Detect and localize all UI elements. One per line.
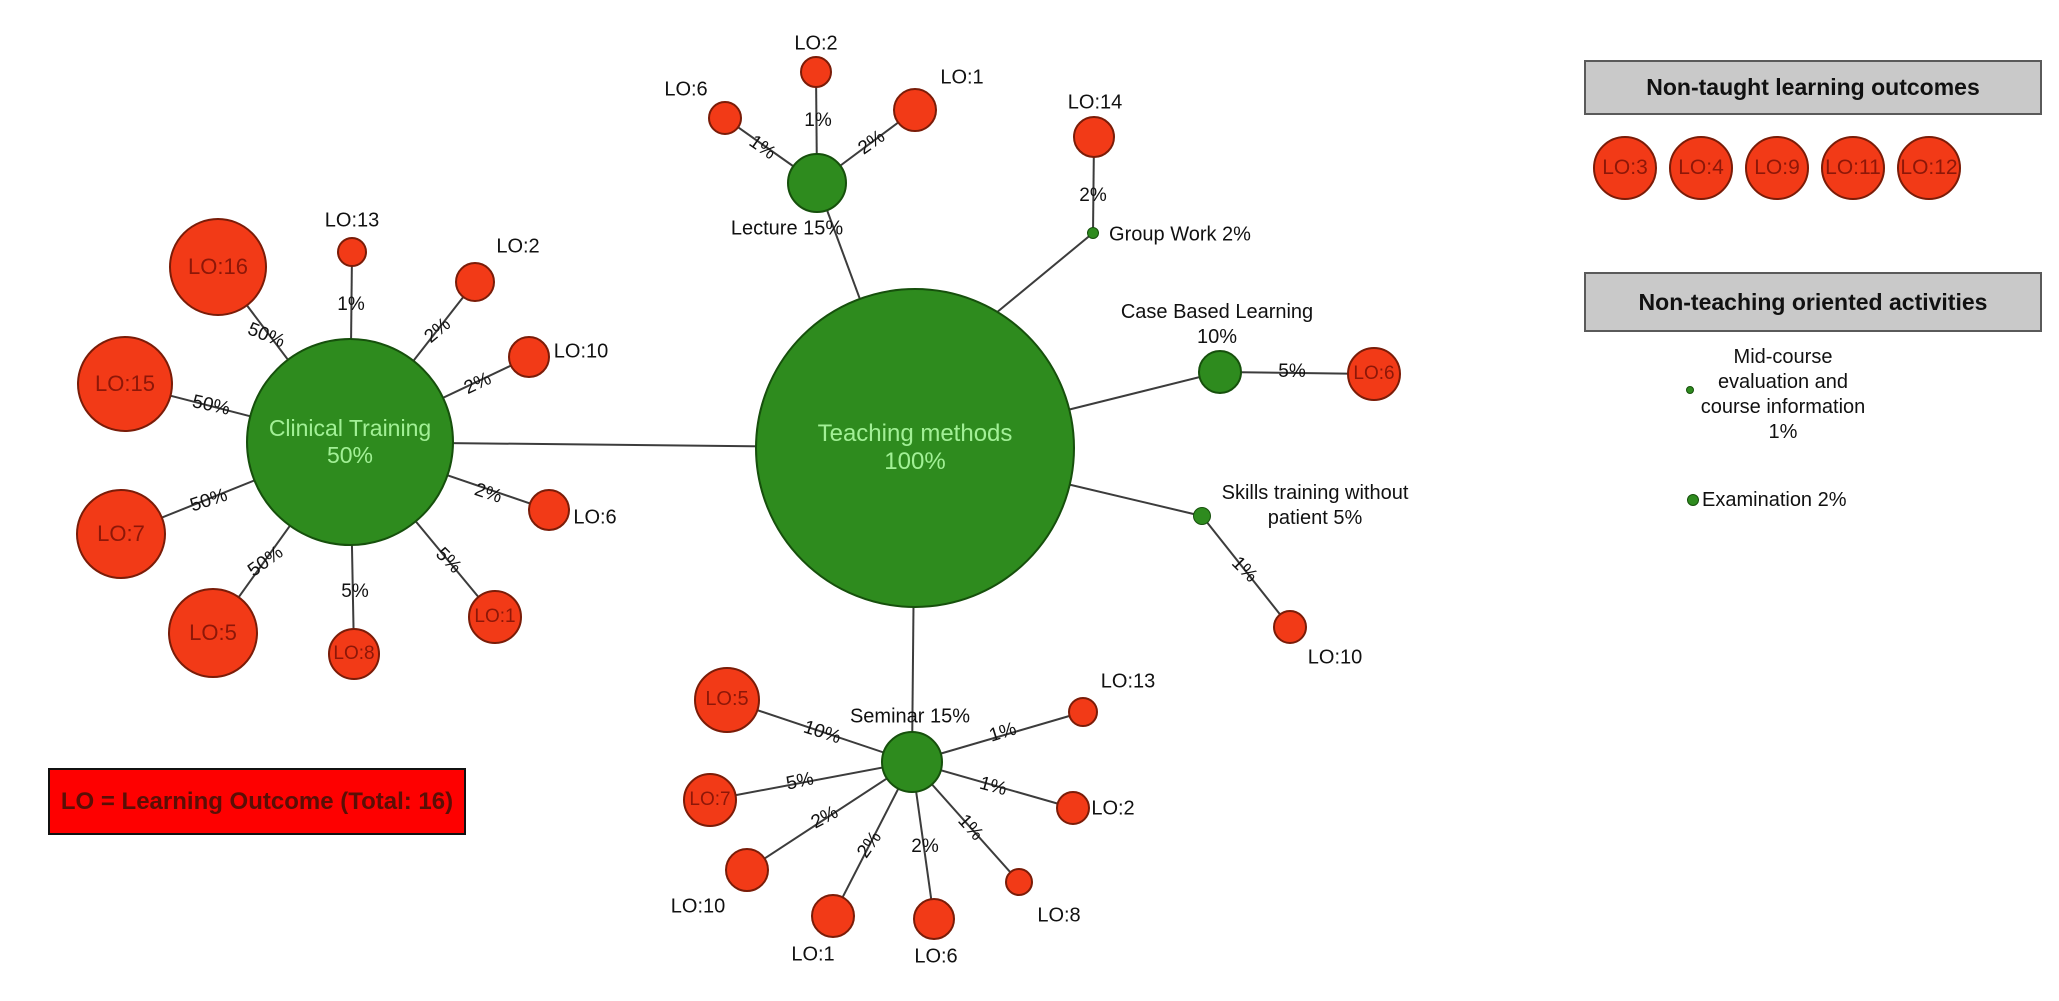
lo2-seminar (1056, 791, 1090, 825)
non-teaching-activities-header: Non-teaching oriented activities (1584, 272, 2042, 332)
non-taught-outcomes-title: Non-taught learning outcomes (1646, 74, 1980, 100)
lo10-clinical (508, 336, 550, 378)
hub-skills-training-label: Skills training without patient 5% (1221, 482, 1409, 529)
lo5-seminar: LO:5 (694, 667, 760, 733)
lo8-clinical: LO:8 (328, 628, 380, 680)
hub-clinical-training: Clinical Training 50% (246, 338, 454, 546)
legend-lo9-label: LO:9 (1754, 156, 1800, 179)
non-taught-outcomes-row: LO:3 LO:4 LO:9 LO:11 LO:12 (1593, 136, 1961, 200)
lo6-seminar (913, 898, 955, 940)
legend-lo4-circle: LO:4 (1669, 136, 1733, 200)
lo15-clinical-label: LO:15 (95, 371, 155, 397)
edge-hub-skills-training-lo10-skills (1201, 515, 1291, 628)
lo6-case-based: LO:6 (1347, 347, 1401, 401)
edge-label-hub-clinical-training-lo8-clinical: 5% (341, 581, 369, 602)
lo8-clinical-label: LO:8 (333, 642, 375, 664)
hub-group-work-label: Group Work 2% (1109, 223, 1251, 246)
lo8-seminar-label: LO:8 (1037, 904, 1081, 927)
lo7-seminar-label: LO:7 (689, 788, 731, 810)
hub-teaching-methods: Teaching methods 100% (755, 288, 1075, 608)
lo14-group-work (1073, 116, 1115, 158)
lo2-seminar-label: LO:2 (1091, 797, 1135, 820)
lo2-lecture (800, 56, 832, 88)
legend-lo4-label: LO:4 (1678, 156, 1724, 179)
hub-lecture-label: Lecture 15% (730, 217, 844, 240)
hub-teaching-methods-label: Teaching methods 100% (817, 419, 1013, 475)
edge-label-hub-clinical-training-lo13-clinical: 1% (337, 294, 365, 315)
lo2-lecture-label: LO:2 (794, 32, 838, 55)
lo6-seminar-label: LO:6 (914, 945, 958, 968)
edge-hub-seminar-lo7-seminar (709, 761, 913, 801)
lo10-clinical-label: LO:10 (553, 340, 609, 363)
legend-lo11-circle: LO:11 (1821, 136, 1885, 200)
legend-lo12-circle: LO:12 (1897, 136, 1961, 200)
lo13-seminar-label: LO:13 (1100, 670, 1156, 693)
lo1-seminar (811, 894, 855, 938)
lo1-clinical: LO:1 (468, 590, 522, 644)
lo6-clinical-label: LO:6 (573, 506, 617, 529)
lo7-seminar: LO:7 (683, 773, 737, 827)
mid-course-dot-icon (1686, 386, 1694, 394)
lo10-skills (1273, 610, 1307, 644)
hub-group-work (1087, 227, 1099, 239)
lo6-lecture (708, 101, 742, 135)
lo1-clinical-label: LO:1 (474, 605, 516, 627)
edge-label-hub-seminar-lo6-seminar: 2% (911, 836, 939, 857)
edge-label-hub-lecture-lo2-lecture: 1% (804, 110, 832, 131)
hub-seminar-label: Seminar 15% (849, 705, 971, 728)
lo6-lecture-label: LO:6 (664, 78, 708, 101)
hub-lecture (787, 153, 847, 213)
lo8-seminar (1005, 868, 1033, 896)
lo-definition-text: LO = Learning Outcome (Total: 16) (60, 787, 454, 815)
lo2-clinical (455, 262, 495, 302)
lo13-clinical (337, 237, 367, 267)
lo7-clinical-label: LO:7 (97, 521, 145, 547)
edge-hub-seminar-lo10-seminar (746, 761, 913, 871)
lo6-clinical (528, 489, 570, 531)
lo5-seminar-label: LO:5 (705, 688, 749, 711)
hub-case-based-learning (1198, 350, 1242, 394)
examination-dot-icon (1687, 494, 1699, 506)
examination-label: Examination 2% (1702, 489, 1847, 511)
legend-lo3-circle: LO:3 (1593, 136, 1657, 200)
hub-skills-training (1193, 507, 1211, 525)
non-teaching-activities-title: Non-teaching oriented activities (1638, 288, 1988, 315)
hub-seminar (881, 731, 943, 793)
lo2-clinical-label: LO:2 (496, 235, 540, 258)
lo5-clinical: LO:5 (168, 588, 258, 678)
lo14-group-work-label: LO:14 (1067, 91, 1123, 114)
legend-lo3-label: LO:3 (1602, 156, 1648, 179)
lo13-seminar (1068, 697, 1098, 727)
edge-hub-teaching-methods-hub-group-work (989, 232, 1094, 319)
lo-definition-note-box: LO = Learning Outcome (Total: 16) (48, 768, 466, 835)
lo10-seminar-label: LO:10 (670, 895, 726, 918)
lo1-lecture (893, 88, 937, 132)
lo10-skills-label: LO:10 (1307, 646, 1363, 669)
edge-label-hub-case-based-learning-lo6-case-based: 5% (1278, 361, 1306, 382)
non-taught-outcomes-header: Non-taught learning outcomes (1584, 60, 2042, 115)
hub-case-based-learning-label: Case Based Learning 10% (1120, 301, 1314, 348)
lo1-seminar-label: LO:1 (791, 943, 835, 966)
mid-course-evaluation-label: Mid-course evaluation and course informa… (1700, 346, 1866, 443)
lo1-lecture-label: LO:1 (940, 66, 984, 89)
legend-lo9-circle: LO:9 (1745, 136, 1809, 200)
edge-label-hub-group-work-lo14-group-work: 2% (1079, 185, 1107, 206)
lo5-clinical-label: LO:5 (189, 620, 237, 646)
lo15-clinical: LO:15 (77, 336, 173, 432)
legend-lo11-label: LO:11 (1825, 156, 1881, 179)
lo16-clinical-label: LO:16 (188, 254, 248, 280)
lo13-clinical-label: LO:13 (324, 209, 380, 232)
lo10-seminar (725, 848, 769, 892)
lo6-case-based-label: LO:6 (1353, 362, 1395, 384)
lo7-clinical: LO:7 (76, 489, 166, 579)
lo16-clinical: LO:16 (169, 218, 267, 316)
hub-clinical-training-label: Clinical Training 50% (268, 414, 432, 468)
legend-lo12-label: LO:12 (1900, 156, 1958, 179)
